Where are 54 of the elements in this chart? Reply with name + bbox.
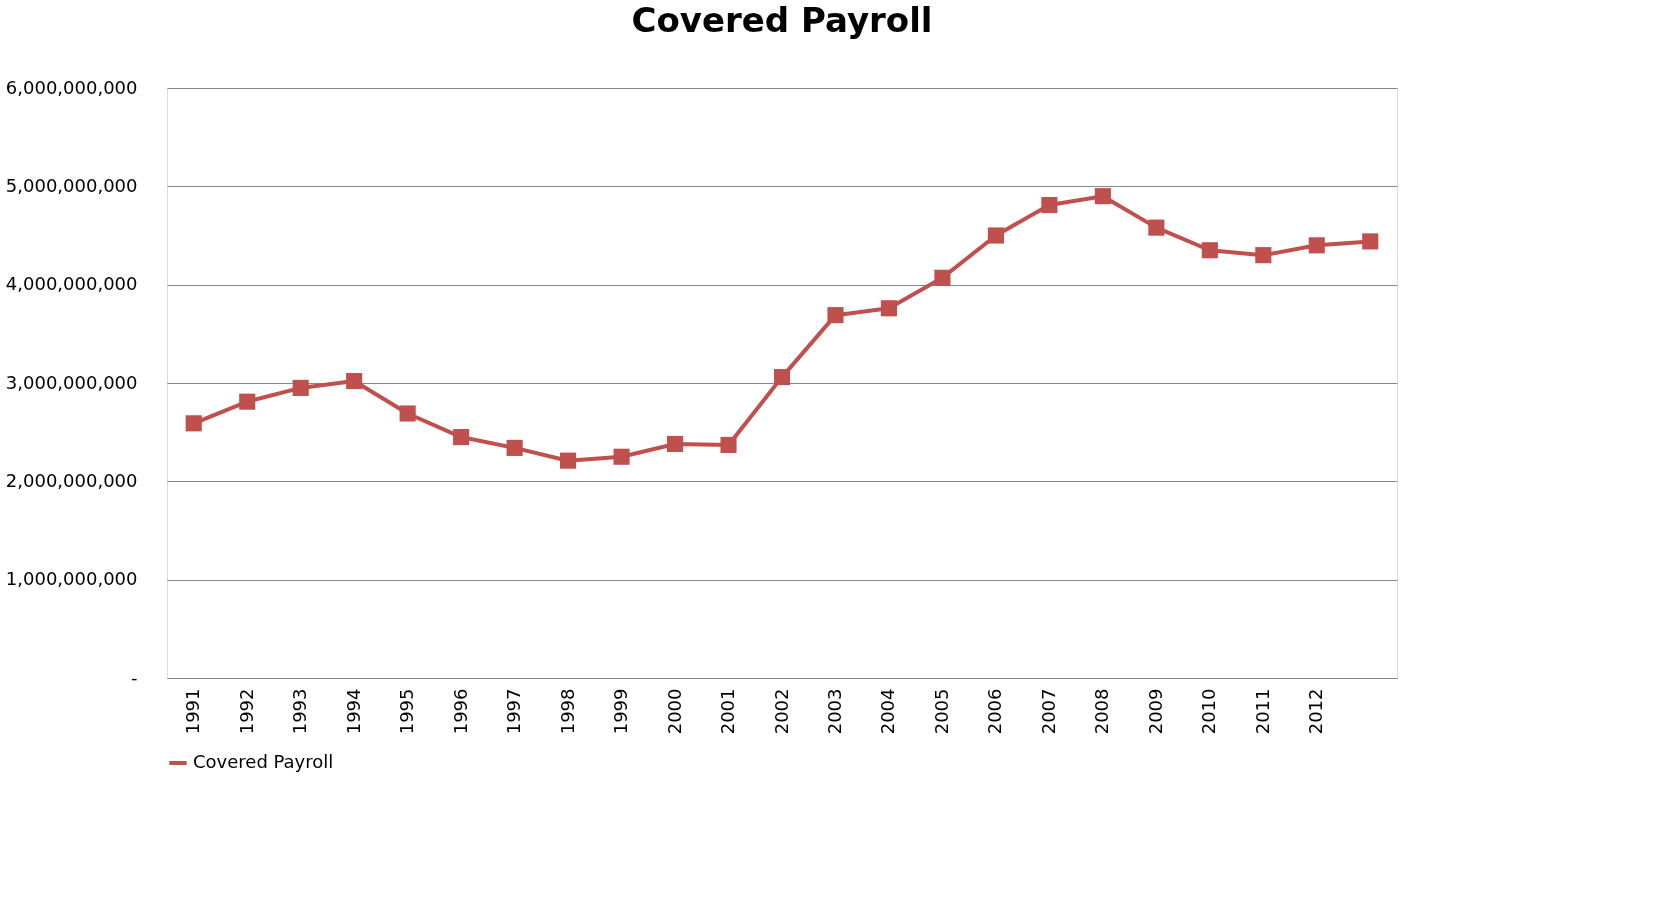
y-tick-label: 1,000,000,000 (5, 568, 138, 590)
x-tick-label: 2001 (717, 688, 739, 735)
point (453, 429, 470, 446)
point (346, 372, 363, 390)
x-tick-label: 2012 (1305, 688, 1327, 735)
y-tick-label: 4,000,000,000 (5, 273, 138, 295)
x-tick-label: 1999 (610, 688, 632, 735)
x-tick-label: 1992 (235, 688, 257, 735)
y-tick-label: 2,000,000,000 (5, 469, 138, 491)
x-tick-label: 1997 (503, 688, 525, 735)
x-tick-label: 2009 (1144, 688, 1166, 735)
x-tick-label: 2010 (1198, 688, 1220, 735)
point (613, 448, 630, 465)
x-tick-label: 2004 (877, 688, 899, 735)
legend-label: Covered Payroll (193, 751, 334, 772)
y-tick-label: 3,000,000,000 (5, 371, 138, 393)
x-tick-label: 2005 (930, 688, 952, 735)
point (185, 415, 202, 432)
point (1148, 219, 1165, 236)
point (239, 393, 256, 410)
point (827, 307, 844, 324)
x-tick-label: 2007 (1037, 688, 1059, 735)
point (1255, 247, 1272, 264)
x-tick-label: 2002 (770, 688, 792, 735)
x-tick-label: 2006 (984, 688, 1006, 735)
point (560, 452, 577, 469)
x-tick-label: 1991 (182, 688, 204, 735)
point (934, 269, 951, 286)
x-tick-label: 2011 (1251, 688, 1273, 735)
point (1308, 237, 1325, 254)
y-tick-label: - (131, 666, 138, 688)
point (1094, 188, 1111, 205)
point (987, 227, 1004, 244)
point (1201, 242, 1218, 259)
x-tick-label: 2008 (1091, 688, 1113, 735)
point (399, 405, 416, 422)
point (506, 439, 523, 456)
point (880, 300, 898, 317)
x-tick-label: 1996 (449, 688, 471, 735)
x-tick-label: 1998 (556, 688, 578, 735)
x-tick-label: 2000 (663, 688, 685, 735)
point (1362, 233, 1379, 250)
y-tick-label: 5,000,000,000 (5, 174, 138, 196)
x-tick-label: 1993 (289, 688, 311, 735)
x-tick-label: 1994 (342, 688, 364, 735)
point (292, 379, 309, 396)
point (1041, 196, 1058, 214)
x-tick-label: 2003 (823, 688, 845, 735)
chart-title: Covered Payroll (631, 0, 933, 40)
point (720, 436, 737, 454)
point (666, 435, 684, 453)
x-tick-label: 1995 (396, 688, 418, 735)
point (773, 369, 791, 386)
y-tick-label: 6,000,000,000 (5, 76, 138, 98)
